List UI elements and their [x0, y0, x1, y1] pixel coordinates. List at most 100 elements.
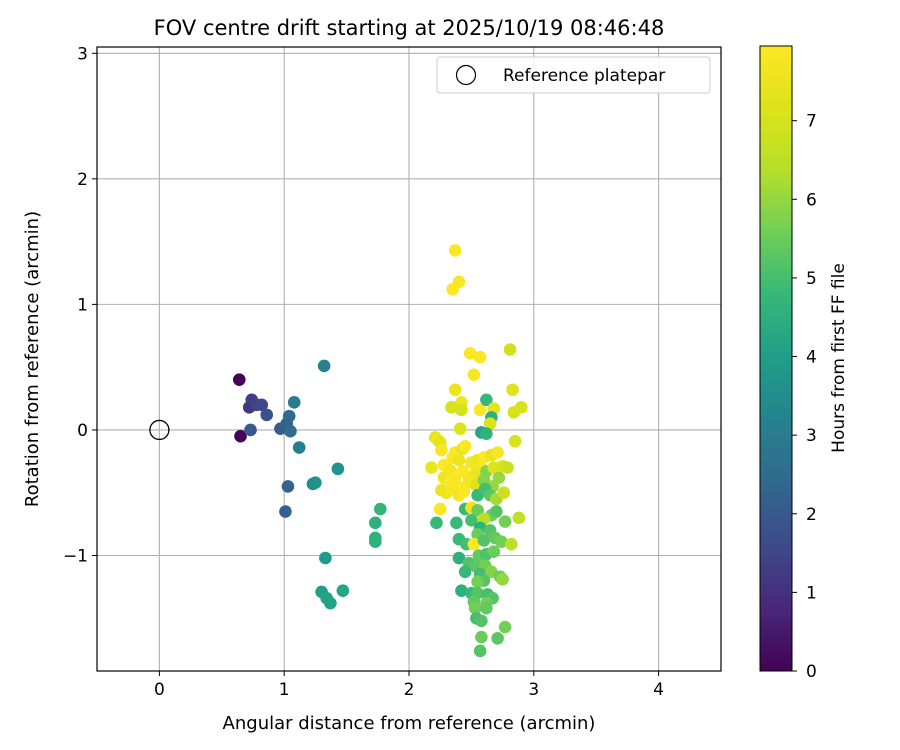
data-point [508, 434, 522, 448]
data-point [471, 503, 484, 517]
colorbar-tick-label: 2 [806, 505, 817, 525]
data-point [506, 383, 519, 397]
y-tick-label: 1 [77, 295, 88, 315]
data-point [260, 408, 274, 422]
data-point [512, 511, 526, 525]
scatter-points [232, 244, 528, 658]
data-point [468, 601, 482, 615]
data-point [244, 423, 257, 437]
data-point [497, 486, 511, 500]
data-point [505, 537, 518, 551]
data-point [473, 350, 487, 364]
data-point [503, 343, 517, 356]
x-tick-label: 2 [404, 680, 415, 700]
colorbar-tick-label: 3 [806, 426, 817, 446]
data-point [452, 453, 466, 467]
data-point [491, 446, 504, 459]
data-point [282, 409, 296, 423]
data-point [458, 439, 472, 453]
data-point [433, 502, 447, 516]
data-point [480, 601, 493, 615]
data-point [430, 516, 443, 530]
x-axis-label: Angular distance from reference (arcmin) [223, 713, 596, 734]
data-point [492, 471, 506, 484]
data-point [491, 632, 504, 645]
data-point [458, 565, 472, 579]
grid-lines [97, 47, 721, 671]
axis-ticks: 0 1 2 3 4 −1 0 1 2 3 [63, 44, 664, 700]
data-point [279, 505, 292, 518]
data-point [234, 429, 247, 443]
y-tick-label: 3 [77, 44, 88, 64]
data-point [467, 368, 481, 381]
data-point [455, 403, 468, 417]
colorbar-tick-label: 6 [806, 190, 817, 210]
y-axis-label: Rotation from reference (arcmin) [22, 211, 43, 507]
data-point [281, 480, 295, 493]
data-point [448, 244, 462, 257]
data-point [453, 422, 467, 435]
data-point [457, 485, 471, 498]
data-point [284, 424, 297, 438]
data-point [446, 283, 459, 296]
data-point [465, 514, 478, 527]
data-point [471, 575, 484, 589]
data-point [435, 443, 448, 457]
data-point [452, 551, 466, 565]
data-point [445, 401, 458, 414]
data-point [475, 614, 488, 628]
data-point [292, 441, 306, 454]
data-point [425, 461, 438, 474]
data-point [490, 505, 503, 518]
y-tick-label: −1 [63, 546, 88, 566]
data-point [496, 573, 509, 586]
legend: Reference platepar [436, 56, 711, 94]
data-point [483, 417, 497, 430]
colorbar-tick-label: 7 [806, 112, 817, 132]
x-tick-label: 0 [154, 680, 165, 700]
plot-frame [96, 46, 722, 672]
x-tick-label: 4 [653, 680, 664, 700]
data-point [515, 401, 528, 414]
data-point [369, 535, 382, 548]
data-point [287, 396, 301, 409]
data-point [468, 467, 482, 481]
y-tick-label: 2 [77, 170, 88, 190]
data-point [369, 516, 382, 530]
data-point [467, 537, 481, 551]
data-point [487, 545, 501, 559]
data-point [455, 584, 468, 597]
reference-marker-layer [149, 419, 170, 441]
x-tick-label: 1 [279, 680, 290, 700]
legend-label: Reference platepar [503, 66, 665, 86]
colorbar-tick-label: 4 [806, 348, 817, 368]
data-point [480, 427, 493, 441]
data-point [331, 462, 345, 476]
data-point [498, 515, 512, 528]
data-point [373, 502, 387, 516]
data-point [480, 393, 493, 407]
data-point [477, 534, 491, 547]
colorbar-gradient [759, 45, 793, 672]
colorbar: 0 1 2 3 4 5 6 7 Hours from first FF file [759, 45, 849, 682]
data-point [448, 383, 462, 397]
colorbar-tick-label: 1 [806, 583, 817, 603]
data-point [495, 535, 508, 548]
data-point [255, 398, 269, 412]
data-point [450, 516, 463, 530]
colorbar-ticks: 0 1 2 3 4 5 6 7 [792, 112, 817, 682]
data-point [309, 476, 322, 489]
data-point [324, 596, 337, 610]
reference-platepar-marker [149, 419, 170, 441]
data-point [501, 461, 514, 474]
data-point [475, 630, 488, 644]
data-point [336, 584, 350, 597]
data-point [473, 403, 487, 417]
legend-marker-icon [455, 64, 477, 86]
colorbar-tick-label: 0 [806, 662, 817, 682]
colorbar-label: Hours from first FF file [829, 263, 849, 453]
data-point [232, 373, 246, 387]
data-point [317, 359, 331, 373]
data-point [319, 551, 332, 565]
